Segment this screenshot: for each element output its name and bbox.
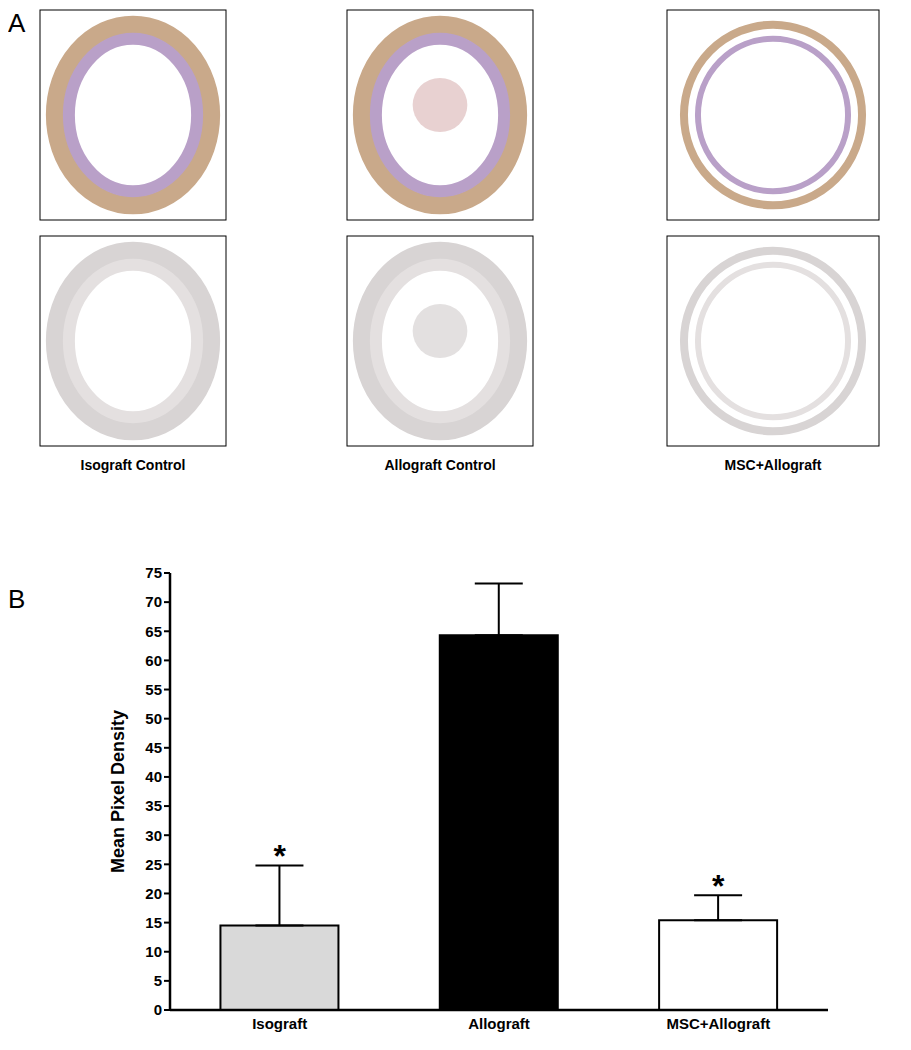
svg-text:70: 70 [145,593,162,610]
svg-text:55: 55 [145,681,162,698]
svg-text:Isograft Control: Isograft Control [81,457,186,473]
svg-text:*: * [273,838,286,874]
svg-text:75: 75 [145,564,162,581]
svg-text:30: 30 [145,827,162,844]
svg-text:Allograft Control: Allograft Control [384,457,495,473]
svg-text:Isograft: Isograft [252,1015,307,1032]
svg-text:45: 45 [145,739,162,756]
svg-text:A: A [8,8,26,38]
svg-text:20: 20 [145,885,162,902]
svg-text:35: 35 [145,797,162,814]
svg-text:Allograft: Allograft [468,1015,530,1032]
svg-text:60: 60 [145,652,162,669]
svg-text:10: 10 [145,943,162,960]
svg-text:5: 5 [154,972,162,989]
svg-text:Mean Pixel Density: Mean Pixel Density [108,710,128,873]
svg-text:15: 15 [145,914,162,931]
svg-text:65: 65 [145,623,162,640]
svg-text:25: 25 [145,856,162,873]
svg-text:0: 0 [154,1001,162,1018]
svg-text:40: 40 [145,768,162,785]
html-text:B: B [8,584,26,614]
svg-text:50: 50 [145,710,162,727]
svg-text:*: * [712,868,725,904]
svg-text:MSC+Allograft: MSC+Allograft [666,1015,770,1032]
svg-text:MSC+Allograft: MSC+Allograft [725,457,822,473]
